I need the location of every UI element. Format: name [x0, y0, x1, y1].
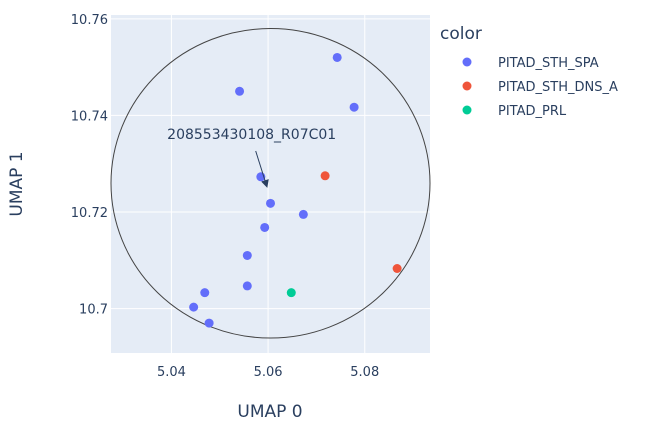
point-pitad-sth-spa-8 — [242, 281, 252, 291]
point-pitad-prl-0 — [286, 288, 296, 298]
legend-item-2: PITAD_PRL — [498, 104, 567, 119]
plot-background — [111, 15, 430, 353]
highlight-circle — [110, 28, 431, 339]
annotations: 208553430108_R07C01 — [167, 127, 336, 188]
point-pitad-sth-dns-a-1 — [392, 264, 402, 273]
point-pitad-sth-spa-6 — [260, 222, 270, 232]
y-tick-label-0: 10.7 — [79, 303, 108, 318]
y-tick-labels: 10.7 10.72 10.74 10.76 — [71, 13, 108, 318]
legend-marker-1 — [462, 81, 472, 91]
point-pitad-sth-dns-a-0 — [320, 171, 330, 181]
point-pitad-sth-spa-2 — [349, 102, 359, 112]
x-tick-label-0: 5.04 — [157, 365, 186, 380]
annotation-label-0: 208553430108_R07C01 — [167, 127, 336, 143]
point-pitad-sth-spa-11 — [204, 318, 214, 328]
point-pitad-sth-spa-4 — [266, 198, 275, 208]
x-tick-labels: 5.04 5.06 5.08 — [157, 365, 379, 380]
point-pitad-sth-spa-7 — [242, 250, 252, 260]
y-tick-label-3: 10.76 — [71, 13, 108, 28]
x-axis-title: UMAP 0 — [237, 402, 302, 422]
legend-marker-0 — [462, 57, 472, 67]
legend-item-1: PITAD_STH_DNS_A — [498, 80, 618, 95]
x-tick-label-2: 5.08 — [350, 365, 379, 380]
data-points — [189, 52, 402, 328]
point-pitad-sth-spa-0 — [332, 52, 342, 62]
point-pitad-sth-spa-9 — [200, 288, 210, 298]
x-tick-label-1: 5.06 — [254, 365, 283, 380]
y-axis-title: UMAP 1 — [7, 151, 27, 216]
legend-item-0: PITAD_STH_SPA — [498, 56, 599, 71]
point-pitad-sth-spa-5 — [298, 209, 308, 219]
grid-lines — [111, 15, 430, 353]
legend-title: color — [440, 24, 482, 44]
legend: color PITAD_STH_SPA PITAD_STH_DNS_A PITAD_… — [440, 24, 618, 119]
point-pitad-sth-spa-10 — [189, 302, 199, 312]
y-tick-label-1: 10.72 — [71, 206, 108, 221]
y-tick-label-2: 10.74 — [71, 109, 108, 124]
annotation-arrow-0 — [255, 150, 269, 188]
legend-marker-2 — [462, 105, 472, 115]
point-pitad-sth-spa-1 — [235, 86, 245, 96]
